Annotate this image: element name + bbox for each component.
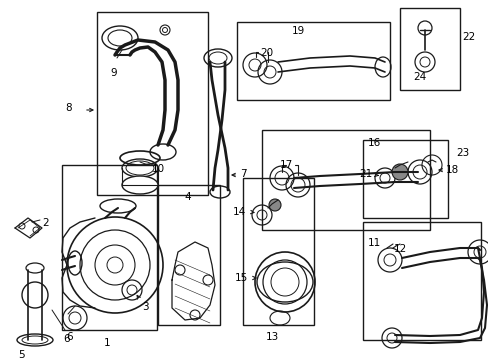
Text: 8: 8: [65, 103, 72, 113]
Text: 6: 6: [66, 332, 73, 342]
Text: 9: 9: [110, 68, 116, 78]
Bar: [97, 12, 207, 195]
Bar: [262, 130, 429, 230]
Ellipse shape: [122, 176, 158, 194]
Text: 18: 18: [445, 165, 458, 175]
Text: 24: 24: [412, 72, 426, 82]
Text: 17: 17: [279, 160, 292, 170]
Text: 7: 7: [240, 169, 246, 179]
Text: 21: 21: [359, 169, 372, 179]
Bar: [362, 222, 480, 340]
Text: 4: 4: [183, 192, 190, 202]
Text: 19: 19: [291, 26, 304, 36]
Bar: [237, 22, 389, 100]
Text: 12: 12: [393, 244, 407, 254]
Circle shape: [268, 199, 281, 211]
Bar: [243, 178, 313, 325]
Text: 11: 11: [367, 238, 381, 248]
Bar: [362, 140, 447, 218]
Text: 3: 3: [142, 302, 148, 312]
Bar: [158, 185, 220, 325]
Bar: [399, 8, 459, 90]
Text: 15: 15: [234, 273, 247, 283]
Text: 22: 22: [461, 32, 474, 42]
Circle shape: [391, 164, 407, 180]
Text: 13: 13: [265, 332, 278, 342]
Bar: [62, 165, 157, 330]
Text: 16: 16: [367, 138, 381, 148]
Text: 6: 6: [63, 334, 69, 344]
Text: 14: 14: [232, 207, 245, 217]
Text: 20: 20: [260, 48, 273, 58]
Text: 1: 1: [103, 338, 110, 348]
Text: 10: 10: [152, 164, 165, 174]
Text: 5: 5: [18, 350, 24, 360]
Text: 2: 2: [42, 218, 48, 228]
Text: 23: 23: [455, 148, 468, 158]
